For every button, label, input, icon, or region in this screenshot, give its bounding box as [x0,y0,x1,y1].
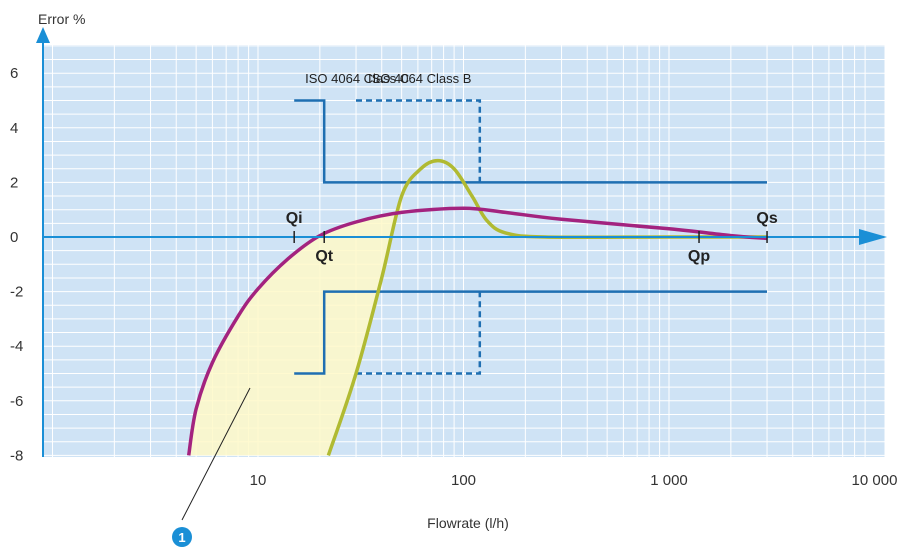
marker-label: Qt [315,248,333,265]
annotation-leader [181,387,251,521]
class-c-lower-limit [294,290,767,375]
y-tick-label: 4 [10,120,18,137]
marker-label: Qp [688,248,710,265]
x-tick-label: 10 [250,472,267,489]
y-tick-label: -2 [10,284,23,301]
annotation: 1 [172,387,251,547]
x-tick-label: 10 000 [852,472,898,489]
marker-label: Qs [756,210,777,227]
grid [43,45,886,457]
y-axis-arrow [36,27,50,43]
magenta-curve [186,206,768,456]
shaded-region [188,196,402,456]
y-tick-label: 6 [10,65,18,82]
class-b-lower-limit [356,291,482,375]
x-tick-label: 100 [451,472,476,489]
y-tick-label: 0 [10,229,18,246]
x-tick-label: 1 000 [650,472,688,489]
y-tick-label: -4 [10,338,23,355]
y-axis-title: Error % [38,11,85,27]
x-axis-arrow [859,229,887,245]
class-b-label: ISO 4064 Class B [368,71,471,86]
class-b-upper-limit [356,99,482,183]
markers: Qi Qt Qp Qs [286,210,778,265]
y-tick-label: -8 [10,447,23,464]
annotation-badge [172,527,192,547]
axes: 6 4 2 0 -2 -4 -6 -8 10 100 1 000 10 000 [10,27,897,489]
class-c-upper-limit [294,99,767,184]
annotation-label: 1 [178,530,185,545]
shaded-area [188,196,402,456]
y-tick-label: -6 [10,393,23,410]
x-axis-title: Flowrate (l/h) [427,515,509,531]
y-tick-label: 2 [10,174,18,191]
class-c-label: ISO 4064 Class C [305,71,409,86]
marker-label: Qi [286,210,303,227]
